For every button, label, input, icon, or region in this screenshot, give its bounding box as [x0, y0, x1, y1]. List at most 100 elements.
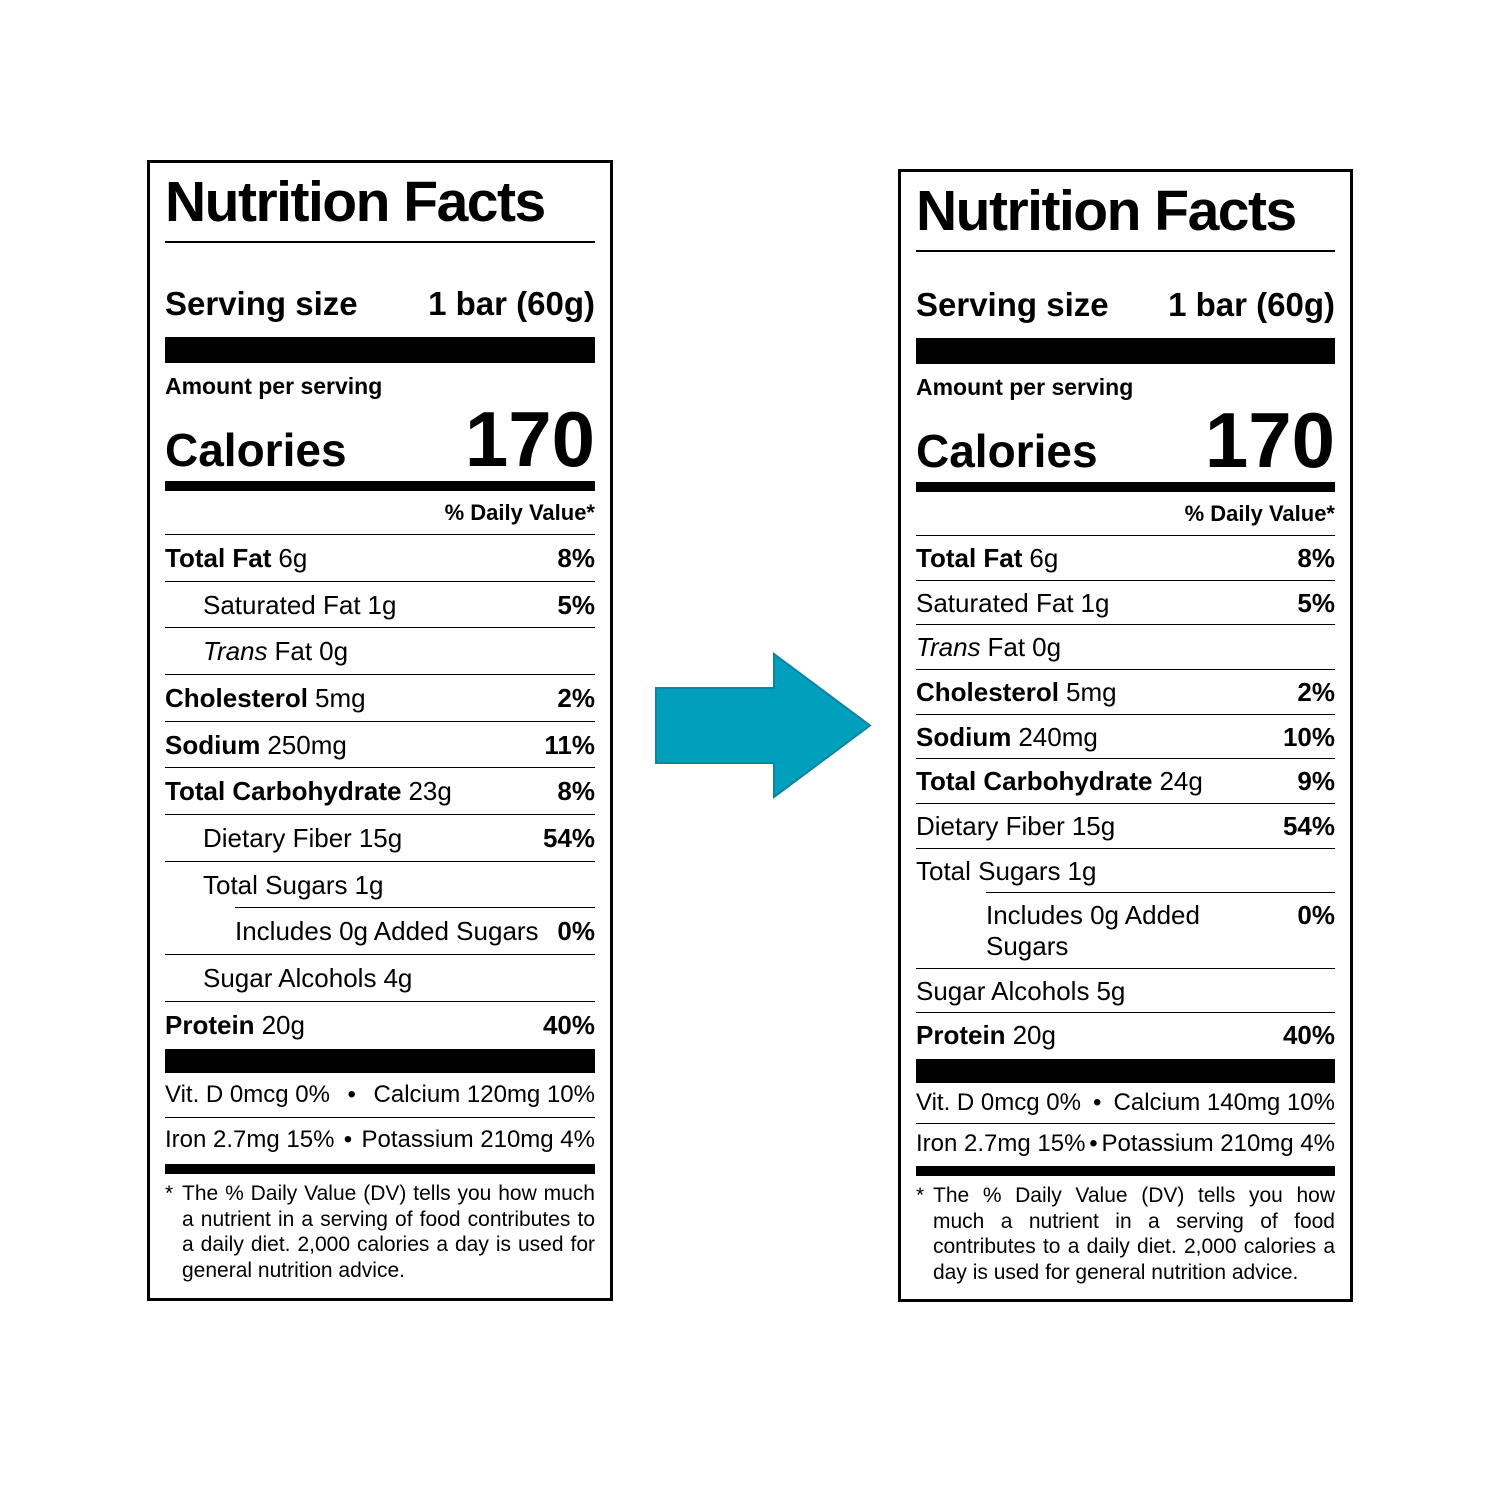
nutrient-row-total-fat: Total Fat 6g 8%	[165, 533, 595, 581]
micronutrient-row-1: Vit. D 0mcg 0% • Calcium 120mg 10%	[165, 1073, 595, 1117]
nutrient-amount: 6g	[1029, 542, 1059, 573]
nutrient-row-dietary-fiber: Dietary Fiber 15g 54%	[165, 813, 595, 861]
divider-medium-bar	[916, 1165, 1335, 1176]
nutrient-row-cholesterol: Cholesterol 5mg 2%	[916, 668, 1335, 714]
amount-per-serving-label: Amount per serving	[916, 373, 1134, 400]
nutrition-label-before: Nutrition Facts Serving size 1 bar (60g)…	[147, 160, 613, 1301]
nutrient-name: Total Carbohydrate	[916, 766, 1153, 797]
nutrient-amount: 250mg	[267, 729, 347, 760]
serving-size-value: 1 bar (60g)	[1168, 285, 1335, 323]
nutrient-name: Total Sugars	[203, 869, 348, 900]
micro-left: Iron 2.7mg 15%	[165, 1126, 335, 1154]
bullet-separator: •	[1089, 1129, 1098, 1157]
calories-value: 170	[464, 394, 595, 483]
nutrient-name: Sodium	[916, 721, 1012, 752]
nutrient-dv: 54%	[1282, 810, 1335, 841]
divider-thick-bar	[916, 337, 1335, 364]
nutrient-name: Fat	[274, 636, 313, 667]
nutrient-name: Total Carbohydrate	[165, 776, 402, 807]
nutrient-amount: 1g	[1080, 587, 1110, 618]
nutrient-dv: 9%	[1297, 766, 1335, 797]
divider-medium-bar	[916, 481, 1335, 492]
nutrient-row-saturated-fat: Saturated Fat 1g 5%	[916, 579, 1335, 625]
serving-size-label: Serving size	[165, 284, 358, 322]
nutrient-name: Includes 0g Added Sugars	[235, 916, 539, 947]
nutrient-row-protein: Protein 20g 40%	[916, 1012, 1335, 1057]
nutrient-dv: 0%	[557, 916, 595, 947]
nutrient-row-total-fat: Total Fat 6g 8%	[916, 534, 1335, 580]
nutrient-amount: 15g	[1071, 810, 1116, 841]
nutrient-row-saturated-fat: Saturated Fat 1g 5%	[165, 580, 595, 628]
calories-row: Calories 170	[916, 395, 1335, 484]
nutrient-amount: 23g	[408, 776, 452, 807]
serving-size-value: 1 bar (60g)	[428, 284, 595, 322]
serving-size-row: Serving size 1 bar (60g)	[165, 285, 595, 323]
nutrient-name: Fat	[987, 632, 1026, 663]
micro-right: Calcium 120mg 10%	[373, 1081, 595, 1109]
nutrient-amount: 0g	[319, 636, 349, 667]
amount-per-serving-label: Amount per serving	[165, 372, 383, 399]
divider-thick-bar	[165, 336, 595, 363]
nutrient-dv: 8%	[1297, 542, 1335, 573]
nutrient-row-sugar-alcohols: Sugar Alcohols 4g	[165, 953, 595, 1001]
nutrient-dv: 5%	[557, 589, 595, 620]
nutrient-dv: 11%	[544, 729, 595, 760]
bullet-separator: •	[1093, 1088, 1102, 1116]
footnote: * The % Daily Value (DV) tells you how m…	[916, 1183, 1335, 1285]
calories-value: 170	[1204, 395, 1335, 484]
daily-value-header: % Daily Value*	[444, 499, 595, 525]
nutrient-dv: 2%	[1297, 676, 1335, 707]
nutrient-amount: 20g	[1012, 1020, 1056, 1051]
nutrient-amount: 1g	[1067, 855, 1097, 886]
nutrient-row-added-sugars: Includes 0g Added Sugars 0%	[986, 892, 1335, 967]
bullet-separator: •	[347, 1081, 356, 1109]
micronutrient-row-2: Iron 2.7mg 15% • Potassium 210mg 4%	[165, 1117, 595, 1162]
nutrient-row-total-sugars: Total Sugars 1g	[916, 847, 1335, 893]
divider-thick-bar	[916, 1058, 1335, 1083]
nutrient-name: Saturated Fat	[916, 587, 1074, 618]
nutrient-row-total-carbohydrate: Total Carbohydrate 23g 8%	[165, 767, 595, 814]
nutrient-amount: 5mg	[1066, 676, 1117, 707]
nutrient-name: Protein	[165, 1009, 255, 1040]
nutrient-dv: 2%	[557, 682, 595, 713]
nutrient-amount: 240mg	[1018, 721, 1098, 752]
footnote-marker: *	[165, 1182, 174, 1206]
right-arrow-icon	[655, 652, 872, 799]
footnote: * The % Daily Value (DV) tells you how m…	[165, 1181, 595, 1283]
nutrient-amount: 1g	[367, 589, 397, 620]
nutrient-name: Total Fat	[916, 542, 1023, 573]
nutrient-amount: 20g	[261, 1009, 305, 1040]
nutrient-name: Sodium	[165, 729, 261, 760]
micro-right: Potassium 210mg 4%	[1101, 1129, 1335, 1157]
nutrient-amount: 15g	[358, 822, 403, 853]
bullet-separator: •	[343, 1126, 353, 1154]
nutrient-name: Total Fat	[165, 542, 272, 573]
nutrient-amount: 5mg	[315, 682, 366, 713]
divider-thick-bar	[165, 1049, 595, 1074]
nutrient-row-total-carbohydrate: Total Carbohydrate 24g 9%	[916, 758, 1335, 803]
calories-label: Calories	[916, 424, 1098, 477]
label-title: Nutrition Facts	[916, 181, 1335, 252]
nutrient-row-cholesterol: Cholesterol 5mg 2%	[165, 673, 595, 721]
nutrient-amount: 0g	[1032, 632, 1062, 663]
nutrient-name: Sugar Alcohols	[916, 975, 1090, 1006]
nutrient-row-dietary-fiber: Dietary Fiber 15g 54%	[916, 802, 1335, 848]
footnote-text: The % Daily Value (DV) tells you how muc…	[933, 1183, 1335, 1284]
nutrient-amount: 4g	[383, 962, 413, 993]
micro-right: Potassium 210mg 4%	[361, 1126, 595, 1154]
nutrient-name: Dietary Fiber	[203, 822, 352, 853]
micronutrient-row-2: Iron 2.7mg 15% • Potassium 210mg 4%	[916, 1122, 1335, 1164]
micro-left: Vit. D 0mcg 0%	[165, 1081, 330, 1109]
footnote-text: The % Daily Value (DV) tells you how muc…	[182, 1182, 595, 1283]
nutrient-dv: 40%	[1282, 1020, 1335, 1051]
nutrient-row-sodium: Sodium 240mg 10%	[916, 713, 1335, 759]
label-title: Nutrition Facts	[165, 172, 595, 243]
daily-value-header: % Daily Value*	[1184, 500, 1335, 526]
divider-medium-bar	[165, 480, 595, 491]
nutrient-name: Cholesterol	[165, 682, 309, 713]
nutrient-row-trans-fat: Trans Fat 0g	[916, 624, 1335, 669]
nutrition-label-after: Nutrition Facts Serving size 1 bar (60g)…	[898, 169, 1353, 1303]
serving-size-label: Serving size	[916, 285, 1109, 323]
nutrient-row-protein: Protein 20g 40%	[165, 1000, 595, 1048]
divider-medium-bar	[165, 1164, 595, 1175]
